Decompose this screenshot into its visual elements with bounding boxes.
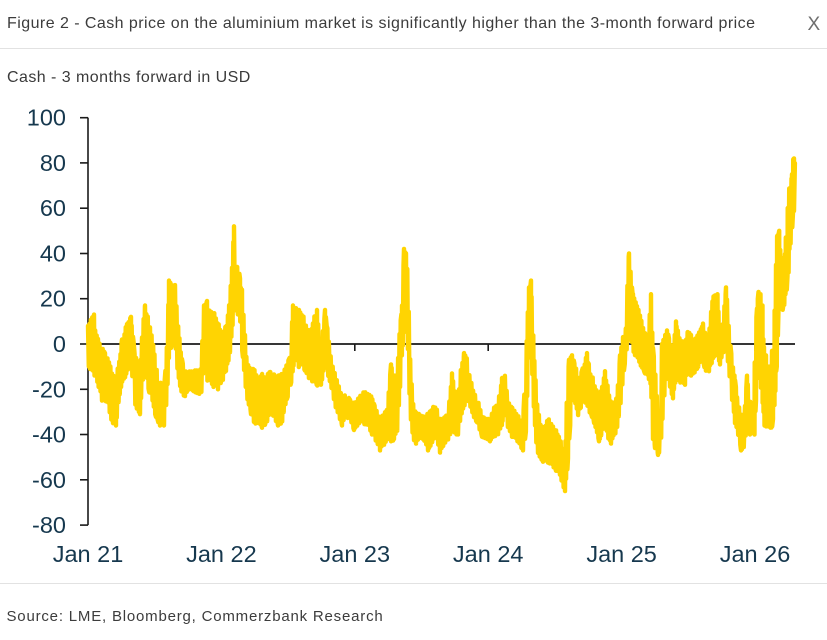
svg-text:-20: -20 [32,376,66,402]
svg-text:Jan 26: Jan 26 [720,541,791,567]
svg-text:0: 0 [53,331,66,357]
svg-text:-80: -80 [32,512,66,538]
svg-text:40: 40 [40,241,66,267]
svg-text:Jan 21: Jan 21 [53,541,124,567]
svg-text:80: 80 [40,150,66,176]
svg-text:Jan 23: Jan 23 [320,541,391,567]
svg-text:Jan 22: Jan 22 [186,541,257,567]
svg-text:Jan 25: Jan 25 [586,541,657,567]
svg-text:-40: -40 [32,422,66,448]
svg-text:Jan 24: Jan 24 [453,541,524,567]
svg-text:100: 100 [27,105,66,131]
svg-text:60: 60 [40,195,66,221]
svg-text:20: 20 [40,286,66,312]
svg-text:-60: -60 [32,467,66,493]
